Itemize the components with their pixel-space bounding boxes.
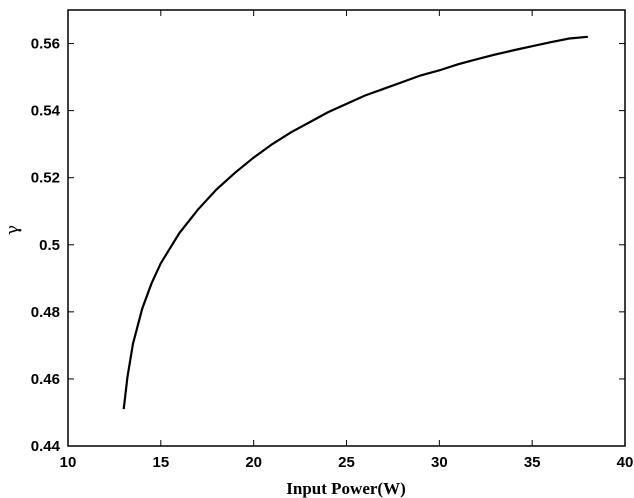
x-tick-label: 25: [338, 454, 355, 471]
x-tick-label: 35: [524, 454, 541, 471]
x-tick-label: 10: [60, 454, 77, 471]
y-axis-label: γ: [3, 225, 23, 235]
y-tick-label: 0.52: [31, 170, 60, 187]
x-tick-label: 30: [431, 454, 448, 471]
y-tick-label: 0.54: [31, 103, 61, 120]
x-tick-label: 15: [152, 454, 169, 471]
y-tick-label: 0.5: [39, 237, 60, 254]
x-tick-label: 20: [245, 454, 262, 471]
y-tick-label: 0.44: [31, 438, 61, 455]
y-tick-label: 0.48: [31, 304, 60, 321]
x-tick-label: 40: [617, 454, 634, 471]
x-axis-label: Input Power(W): [286, 479, 405, 498]
plot-area: [67, 9, 626, 447]
y-tick-label: 0.46: [31, 371, 60, 388]
series-line: [122, 35, 588, 410]
x-axis-ticks: 10 15 20 25 30 35 40: [60, 10, 634, 471]
y-tick-label: 0.56: [31, 36, 60, 53]
y-axis-ticks: 0.44 0.46 0.48 0.5 0.52 0.54 0.56: [31, 36, 625, 455]
